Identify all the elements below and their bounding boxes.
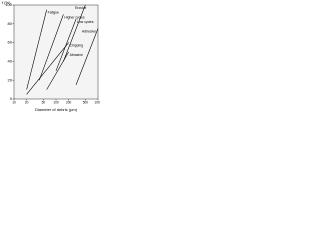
series-label: Adhesive — [82, 29, 96, 33]
series-label: Higher cycles — [64, 15, 85, 19]
series-line — [63, 4, 86, 62]
series-label: Abrasive — [70, 53, 83, 57]
y-tick-label: 100 — [5, 2, 12, 7]
y-tick-label: 0 — [10, 96, 13, 101]
x-tick-label: 50 — [42, 100, 46, 104]
y-axis-label: f (%) — [2, 0, 11, 5]
y-tick-label: 60 — [8, 40, 13, 45]
x-tick-label: 200 — [66, 100, 72, 104]
y-tick-label: 40 — [8, 58, 13, 63]
series-label: Erosive — [75, 6, 86, 10]
series-line — [26, 9, 47, 90]
x-tick-label: 500 — [83, 100, 89, 104]
x-tick-label: 20 — [25, 100, 29, 104]
series-label: Chipping — [70, 43, 83, 47]
y-tick-label: 80 — [8, 21, 13, 26]
series-label: Low cycles — [77, 20, 94, 24]
x-tick-label: 100 — [53, 100, 59, 104]
series-label: Fatigue — [48, 11, 59, 15]
y-tick-label: 20 — [8, 77, 13, 82]
x-axis-label: Diameter of debris (µm) — [35, 107, 78, 112]
series-line — [39, 14, 64, 81]
x-tick-label: 1000 — [94, 100, 100, 104]
series-line — [26, 42, 69, 95]
x-tick-label: 10 — [12, 100, 16, 104]
series-line — [55, 18, 77, 71]
chart: f (%) Diameter of debris (µm) 0 20 40 60 80 1… — [2, 0, 100, 112]
series-line — [75, 28, 99, 86]
series-line — [46, 51, 69, 90]
